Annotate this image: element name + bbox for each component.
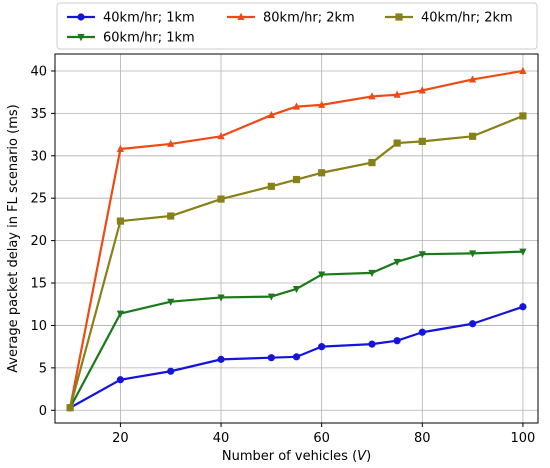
- plot-frame: [54, 53, 539, 424]
- data-point: [116, 310, 125, 318]
- data-point: [468, 75, 477, 83]
- x-axis-label: Number of vehicles (V): [222, 449, 371, 464]
- x-tick-label: 60: [313, 431, 330, 446]
- x-axis-label-end: ): [366, 449, 371, 464]
- x-axis-label-main: Number of vehicles (: [222, 449, 357, 464]
- data-point: [318, 343, 326, 351]
- x-axis-label-variable: V: [357, 449, 367, 464]
- y-tick-label: 25: [30, 192, 47, 207]
- series-4: [66, 112, 527, 412]
- data-point: [393, 258, 401, 267]
- series-line: [69, 305, 524, 409]
- legend-box: [56, 2, 538, 50]
- data-point: [167, 212, 175, 220]
- data-point: [318, 271, 326, 279]
- data-point: [116, 376, 125, 384]
- data-point: [418, 86, 426, 94]
- data-point: [167, 139, 175, 147]
- data-point: [519, 112, 527, 120]
- y-tick-label: 35: [30, 107, 47, 122]
- data-point: [116, 217, 125, 225]
- y-tick-label: 40: [30, 64, 47, 79]
- x-tick-label: 80: [414, 431, 431, 446]
- data-point: [393, 337, 401, 345]
- data-point: [292, 353, 301, 361]
- data-point: [217, 132, 225, 140]
- y-axis-label: Average packet delay in FL scenario (ms): [6, 104, 21, 372]
- legend-label: 40km/hr; 2km: [421, 11, 513, 26]
- data-point: [418, 137, 426, 145]
- axis-ticks: 20 40 60 80 100 0 5 10 15 20 25 30 35 40: [30, 64, 535, 446]
- data-point: [519, 248, 527, 256]
- data-point: [267, 110, 275, 119]
- data-point: [368, 269, 376, 278]
- y-tick-label: 30: [30, 149, 47, 164]
- data-point: [267, 293, 275, 301]
- y-tick-label: 0: [39, 404, 47, 419]
- data-point: [116, 144, 125, 153]
- x-tick-label: 100: [510, 431, 535, 446]
- data-point: [217, 355, 225, 363]
- data-point: [292, 175, 301, 184]
- data-point: [267, 182, 275, 190]
- data-point: [167, 367, 175, 375]
- data-point: [368, 158, 376, 167]
- legend-marker: [237, 12, 245, 20]
- legend-marker: [77, 34, 85, 42]
- legend-label: 40km/hr; 1km: [103, 11, 195, 26]
- data-point: [217, 294, 225, 302]
- y-tick-label: 10: [30, 319, 47, 334]
- data-point: [267, 354, 275, 362]
- data-point: [292, 285, 301, 294]
- data-point: [418, 251, 426, 259]
- data-point: [468, 132, 477, 140]
- data-point: [519, 303, 527, 311]
- series-line: [69, 114, 524, 409]
- legend-item: 60km/hr; 1km: [67, 31, 195, 46]
- data-point: [292, 102, 301, 110]
- data-point: [368, 92, 376, 100]
- y-tick-label: 15: [30, 277, 47, 292]
- legend-marker: [395, 13, 403, 21]
- y-tick-label: 20: [30, 234, 47, 249]
- data-point: [368, 340, 376, 348]
- series-line: [69, 69, 524, 408]
- x-tick-label: 20: [112, 431, 129, 446]
- data-point: [393, 90, 401, 98]
- series-layer: [66, 66, 527, 412]
- series-line: [69, 250, 523, 409]
- data-point: [519, 66, 527, 74]
- data-point: [468, 250, 477, 258]
- series-2: [66, 248, 527, 412]
- legend-item: 40km/hr; 1km: [67, 11, 195, 26]
- data-point: [393, 139, 401, 147]
- legend-label: 60km/hr; 1km: [103, 31, 195, 46]
- legend: 40km/hr; 1km 80km/hr; 2km 40km/hr; 2km 60km…: [56, 2, 538, 50]
- data-point: [318, 169, 326, 177]
- legend-marker: [77, 13, 85, 21]
- y-tick-label: 5: [39, 361, 47, 376]
- x-tick-label: 40: [213, 431, 230, 446]
- series-1: [66, 303, 527, 412]
- data-point: [217, 195, 225, 203]
- legend-label: 80km/hr; 2km: [263, 11, 355, 26]
- data-point: [167, 298, 175, 306]
- grid-lines: [55, 54, 538, 423]
- data-point: [318, 100, 326, 108]
- legend-item: 40km/hr; 2km: [385, 11, 513, 26]
- data-point: [418, 328, 426, 336]
- data-point: [66, 404, 74, 412]
- legend-item: 80km/hr; 2km: [227, 11, 355, 26]
- data-point: [468, 320, 477, 328]
